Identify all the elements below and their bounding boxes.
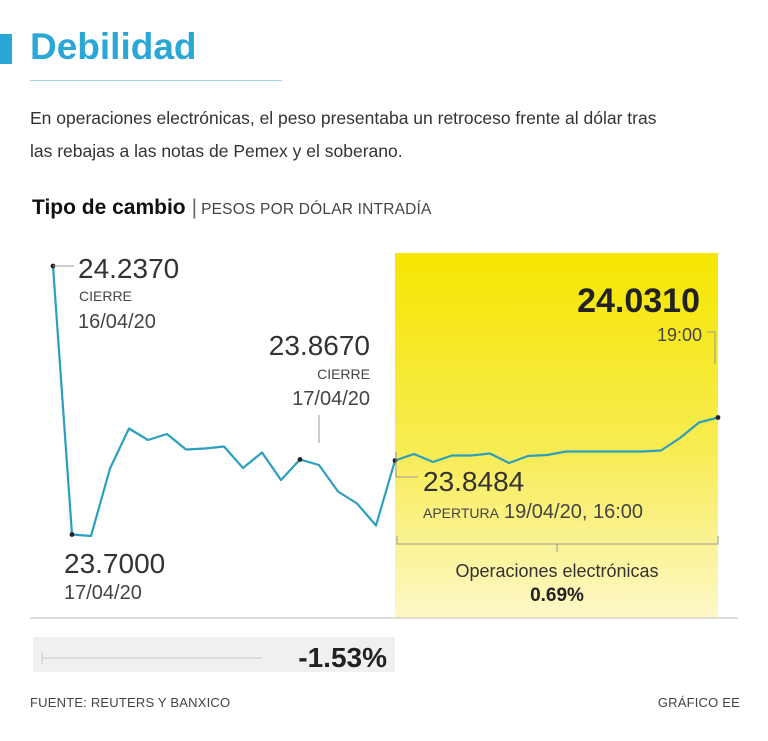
- chart-heading: Tipo de cambio | PESOS POR DÓLAR INTRADÍA: [32, 196, 432, 220]
- annotation-low-date: 17/04/20: [64, 582, 142, 604]
- total-change-box: [33, 637, 395, 672]
- annotation-close-label: CIERRE: [317, 366, 370, 382]
- chart-subtitle: Tipo de cambio: [32, 196, 186, 219]
- highlight-bracket: [396, 536, 719, 552]
- heading-separator: |: [191, 196, 198, 219]
- annotation-start-date: 16/04/20: [78, 311, 156, 333]
- annotation-start-label: CIERRE: [79, 288, 132, 304]
- connector-end: [707, 331, 716, 364]
- title-divider: [30, 80, 282, 81]
- credit-text: GRÁFICO EE: [657, 695, 740, 710]
- annotation-close-date: 17/04/20: [292, 388, 370, 410]
- annotation-point-1: [69, 532, 75, 537]
- annotation-point-3: [392, 458, 398, 463]
- series-line: [51, 265, 719, 538]
- chart-unit: PESOS POR DÓLAR INTRADÍA: [201, 201, 432, 218]
- annotation-point-2: [297, 457, 303, 462]
- annotation-start-value: 24.2370: [78, 253, 179, 284]
- page-title: Debilidad: [30, 26, 197, 67]
- description-text: En operaciones electrónicas, el peso pre…: [30, 108, 657, 161]
- connector-open: [395, 452, 418, 478]
- annotation-low-value: 23.7000: [64, 548, 165, 579]
- total-change-value: -1.53%: [298, 642, 387, 673]
- highlight-label: Operaciones electrónicas: [455, 561, 658, 581]
- highlight-value: 0.69%: [530, 585, 584, 606]
- annotation-open-label: APERTURA: [423, 505, 500, 521]
- electronic-operations-highlight: [395, 253, 718, 618]
- annotation-open-value: 23.8484: [423, 466, 524, 497]
- annotation-end-time: 19:00: [657, 325, 702, 345]
- annotation-end-value: 24.0310: [577, 282, 700, 320]
- title-accent-bar: [0, 34, 12, 64]
- source-text: FUENTE: REUTERS Y BANXICO: [30, 695, 231, 710]
- annotation-point-4: [715, 415, 721, 420]
- annotation-close-value: 23.8670: [269, 330, 370, 361]
- annotation-open-date: 19/04/20, 16:00: [504, 501, 643, 523]
